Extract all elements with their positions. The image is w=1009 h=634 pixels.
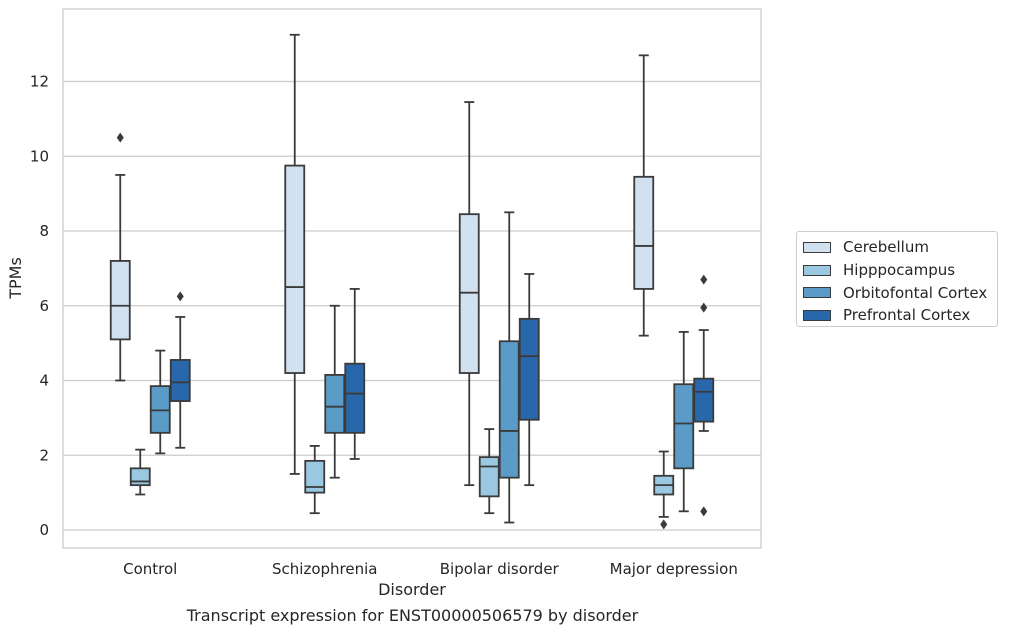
box-iqr (498, 340, 520, 479)
box-hipppocampus-3 (653, 450, 675, 530)
legend-swatch (803, 287, 831, 299)
x-axis-label: Disorder (378, 580, 446, 599)
x-tick-labels: Control Schizophrenia Bipolar disorder Majo… (123, 560, 738, 578)
box-iqr (109, 259, 131, 341)
box-prefrontal-cortex-2 (518, 273, 540, 487)
box-iqr (673, 383, 695, 470)
box-orbitofontal-cortex-2 (498, 211, 520, 524)
box-cerebellum-2 (458, 101, 480, 487)
y-tick-labels: 0 2 4 6 8 10 12 (30, 73, 49, 540)
x-tick-label: Major depression (610, 560, 738, 578)
legend-item: Prefrontal Cortex (803, 304, 997, 327)
box-hipppocampus-0 (129, 448, 151, 496)
box-iqr (458, 213, 480, 374)
legend-item: Hipppocampus (803, 259, 997, 282)
box-hipppocampus-2 (478, 428, 500, 515)
outlier-point (176, 291, 184, 302)
outlier-point (116, 132, 124, 143)
boxes-layer (109, 33, 715, 530)
y-tick-label: 0 (39, 521, 49, 539)
box-cerebellum-1 (284, 33, 306, 475)
box-prefrontal-cortex-3 (693, 274, 715, 517)
outlier-point (700, 506, 708, 517)
box-hipppocampus-1 (304, 445, 326, 515)
y-tick-label: 6 (39, 297, 49, 315)
legend-item: Orbitofontal Cortex (803, 281, 997, 304)
plot-frame (62, 8, 762, 549)
box-orbitofontal-cortex-1 (324, 304, 346, 479)
box-iqr (284, 164, 306, 374)
box-iqr (344, 362, 366, 434)
legend: Cerebellum Hipppocampus Orbitofontal Corte… (796, 231, 998, 327)
box-iqr (324, 373, 346, 434)
y-tick-label: 4 (39, 372, 49, 390)
legend-label: Prefrontal Cortex (843, 306, 971, 325)
box-cerebellum-3 (633, 54, 655, 337)
legend-swatch (803, 264, 831, 276)
box-cerebellum-0 (109, 132, 131, 382)
legend-label: Cerebellum (843, 238, 929, 257)
box-iqr (149, 385, 171, 434)
legend-label: Orbitofontal Cortex (843, 283, 988, 302)
box-iqr (169, 359, 191, 402)
y-tick-label: 2 (39, 446, 49, 464)
box-iqr (633, 175, 655, 290)
legend-swatch (803, 241, 831, 253)
y-tick-label: 10 (30, 147, 49, 165)
y-tick-label: 12 (30, 73, 49, 91)
x-tick-label: Control (123, 560, 177, 578)
outlier-point (660, 519, 668, 530)
legend-swatch (803, 309, 831, 321)
box-iqr (129, 467, 151, 487)
chart-caption: Transcript expression for ENST0000050657… (186, 606, 639, 625)
x-tick-label: Bipolar disorder (440, 560, 560, 578)
box-orbitofontal-cortex-3 (673, 331, 695, 513)
box-iqr (478, 456, 500, 498)
legend-item: Cerebellum (803, 236, 997, 259)
box-iqr (304, 459, 326, 494)
plot-area (63, 9, 761, 548)
y-axis-label: TPMs (6, 257, 25, 300)
box-iqr (693, 377, 715, 423)
outlier-point (700, 274, 708, 285)
box-prefrontal-cortex-0 (169, 291, 191, 449)
legend-label: Hipppocampus (843, 261, 956, 280)
box-prefrontal-cortex-1 (344, 288, 366, 460)
box-iqr (518, 317, 540, 421)
x-tick-label: Schizophrenia (272, 560, 377, 578)
outlier-point (700, 302, 708, 313)
box-orbitofontal-cortex-0 (149, 349, 171, 455)
y-tick-label: 8 (39, 222, 49, 240)
